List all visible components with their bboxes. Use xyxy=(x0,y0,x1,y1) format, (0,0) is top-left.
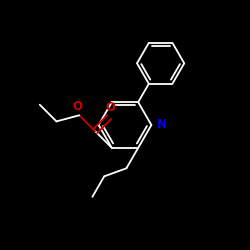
Text: O: O xyxy=(106,101,116,114)
Text: N: N xyxy=(156,118,166,132)
Text: O: O xyxy=(72,100,82,113)
